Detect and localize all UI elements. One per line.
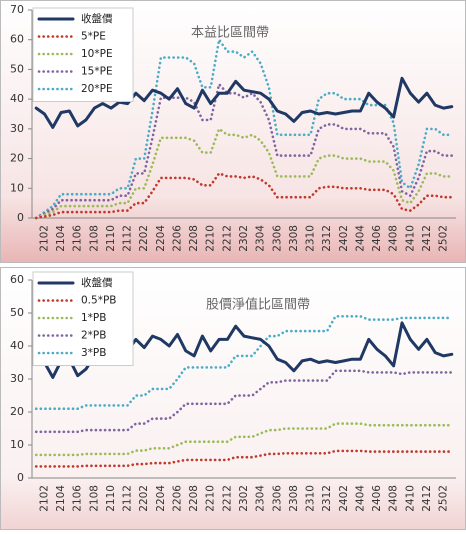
band-line bbox=[34, 315, 454, 410]
x-tick-label: 2204 bbox=[155, 485, 167, 512]
x-tick-label: 2204 bbox=[155, 225, 167, 252]
x-tick-label: 2210 bbox=[205, 485, 217, 512]
x-tick-label: 2410 bbox=[404, 225, 416, 252]
x-tick-label: 2306 bbox=[271, 225, 283, 252]
x-tick-label: 2412 bbox=[421, 225, 433, 252]
x-tick-label: 2108 bbox=[88, 225, 100, 252]
band-line bbox=[34, 422, 454, 457]
legend-label: 15*PE bbox=[81, 66, 113, 78]
x-tick-label: 2212 bbox=[221, 225, 233, 252]
x-tick-label: 2108 bbox=[88, 485, 100, 512]
x-tick-label: 2310 bbox=[305, 485, 317, 512]
band-line bbox=[34, 38, 454, 220]
y-tick-label: 30 bbox=[10, 122, 24, 135]
y-tick-label: 20 bbox=[10, 405, 24, 418]
band-line bbox=[34, 369, 454, 434]
x-tick-label: 2104 bbox=[55, 225, 67, 252]
x-tick-label: 2304 bbox=[255, 225, 267, 252]
x-tick-label: 2502 bbox=[438, 225, 450, 252]
x-tick-label: 2104 bbox=[55, 485, 67, 512]
y-tick-label: 0 bbox=[17, 471, 24, 484]
band-line bbox=[34, 449, 454, 468]
x-tick-label: 2312 bbox=[321, 485, 333, 512]
chart-title: 本益比區間帶 bbox=[191, 26, 269, 41]
x-tick-label: 2212 bbox=[221, 485, 233, 512]
x-tick-label: 2404 bbox=[354, 485, 366, 512]
legend-label: 0.5*PB bbox=[81, 295, 116, 307]
x-tick-label: 2112 bbox=[122, 485, 134, 512]
legend-label: 5*PE bbox=[81, 31, 106, 43]
x-tick-label: 2312 bbox=[321, 225, 333, 252]
x-tick-label: 2210 bbox=[205, 225, 217, 252]
x-tick-label: 2502 bbox=[438, 485, 450, 512]
y-tick-label: 10 bbox=[10, 181, 24, 194]
band-line bbox=[34, 83, 454, 220]
x-tick-label: 2404 bbox=[354, 225, 366, 252]
x-tick-label: 2110 bbox=[105, 225, 117, 252]
x-tick-label: 2302 bbox=[238, 485, 250, 512]
price-line bbox=[34, 76, 454, 129]
y-tick-label: 50 bbox=[10, 306, 24, 319]
x-tick-label: 2106 bbox=[72, 225, 84, 252]
x-tick-label: 2308 bbox=[288, 485, 300, 512]
y-tick-label: 0 bbox=[17, 211, 24, 224]
x-tick-label: 2402 bbox=[338, 485, 350, 512]
legend bbox=[32, 7, 134, 102]
x-tick-label: 2406 bbox=[371, 485, 383, 512]
x-tick-label: 2202 bbox=[138, 225, 150, 252]
legend-label: 3*PB bbox=[81, 347, 106, 359]
x-tick-label: 2112 bbox=[122, 225, 134, 252]
x-tick-label: 2206 bbox=[171, 225, 183, 252]
chart-title: 股價淨值比區間帶 bbox=[206, 297, 310, 313]
x-tick-label: 2306 bbox=[271, 485, 283, 512]
x-tick-label: 2208 bbox=[188, 225, 200, 252]
y-tick-label: 30 bbox=[10, 372, 24, 385]
y-tick-label: 60 bbox=[10, 33, 24, 46]
x-tick-label: 2402 bbox=[338, 225, 350, 252]
y-tick-label: 40 bbox=[10, 339, 24, 352]
y-tick-label: 40 bbox=[10, 92, 24, 105]
y-tick-label: 60 bbox=[10, 273, 24, 286]
x-tick-label: 2302 bbox=[238, 225, 250, 252]
x-tick-label: 2206 bbox=[171, 485, 183, 512]
x-tick-label: 2412 bbox=[421, 485, 433, 512]
legend-label: 1*PB bbox=[81, 312, 106, 324]
legend-label: 10*PE bbox=[81, 48, 113, 60]
x-tick-label: 2102 bbox=[38, 225, 50, 252]
legend-label: 2*PB bbox=[81, 330, 106, 342]
legend-label: 收盤價 bbox=[81, 276, 113, 289]
x-tick-label: 2310 bbox=[305, 225, 317, 252]
x-tick-label: 2102 bbox=[38, 485, 50, 512]
x-tick-label: 2410 bbox=[404, 485, 416, 512]
x-tick-label: 2304 bbox=[255, 485, 267, 512]
y-tick-label: 50 bbox=[10, 62, 24, 75]
x-tick-label: 2110 bbox=[105, 485, 117, 512]
legend-label: 收盤價 bbox=[81, 12, 113, 25]
y-tick-label: 10 bbox=[10, 438, 24, 451]
legend-label: 20*PE bbox=[81, 83, 113, 95]
legend bbox=[32, 271, 134, 366]
x-tick-label: 2202 bbox=[138, 485, 150, 512]
band-line bbox=[34, 127, 454, 220]
y-tick-label: 70 bbox=[10, 3, 24, 16]
x-tick-label: 2406 bbox=[371, 225, 383, 252]
x-tick-label: 2408 bbox=[388, 225, 400, 252]
y-tick-label: 20 bbox=[10, 152, 24, 165]
x-tick-label: 2408 bbox=[388, 485, 400, 512]
x-tick-label: 2106 bbox=[72, 485, 84, 512]
x-tick-label: 2308 bbox=[288, 225, 300, 252]
band-line bbox=[34, 172, 454, 220]
x-tick-label: 2208 bbox=[188, 485, 200, 512]
